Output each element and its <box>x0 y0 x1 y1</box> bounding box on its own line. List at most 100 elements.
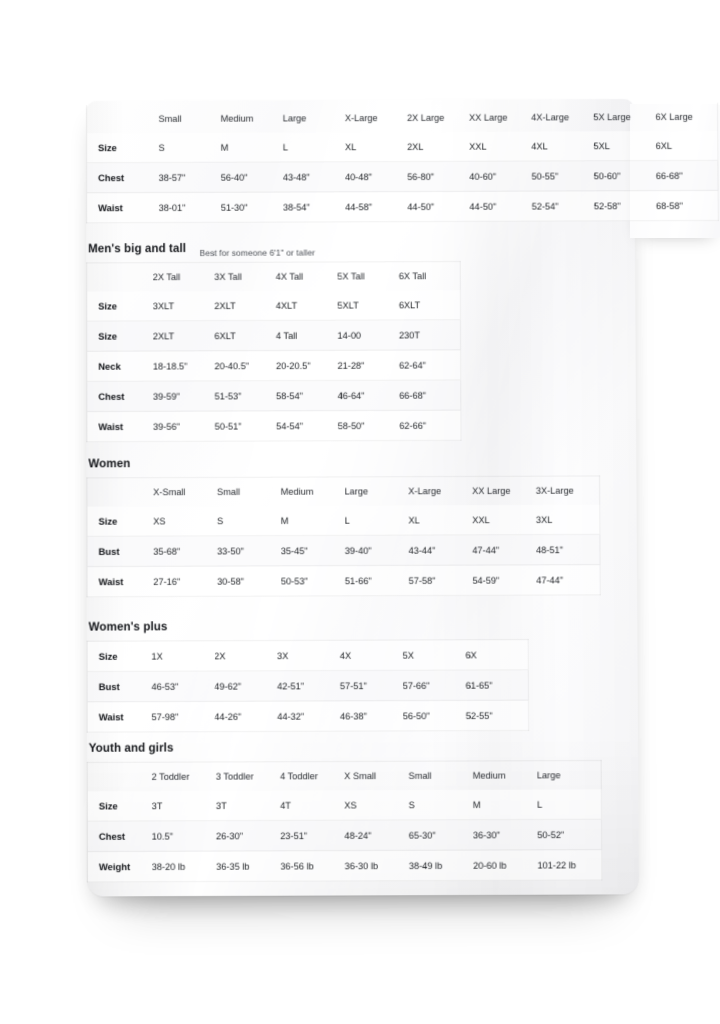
cell: 39-40" <box>344 535 409 566</box>
cell: 57-66" <box>402 670 466 701</box>
section-mens-big-and-tall: Men's big and tall Best for someone 6'1"… <box>86 242 462 443</box>
row-label: Size <box>86 506 154 537</box>
cell: XS <box>153 506 218 537</box>
cell: 38-57" <box>158 162 221 193</box>
cell: 57-51" <box>339 670 403 701</box>
cell: 3XLT <box>152 291 215 321</box>
cell: 42-51" <box>277 670 340 702</box>
column-header: X-Small <box>153 487 186 498</box>
cell: 58-50" <box>337 410 400 441</box>
table-corner <box>87 762 151 791</box>
table-header-row: 2 Toddler 3 Toddler 4 Toddler X Small Sm… <box>87 760 601 791</box>
section-title: Men's big and tall <box>88 243 187 256</box>
cell: L <box>282 132 346 162</box>
cell: 65-30" <box>408 819 474 851</box>
table-header-row: X-Small Small Medium Large X-Large XX La… <box>87 476 600 507</box>
cell: 5XL <box>593 131 656 161</box>
cell: L <box>344 505 409 536</box>
column-header: XX Large <box>469 112 508 123</box>
table-corner <box>87 105 159 133</box>
cell: 40-48" <box>345 161 408 192</box>
cell: 44-50" <box>407 191 470 222</box>
cell: S <box>158 132 221 163</box>
cell: 56-80" <box>407 161 470 192</box>
cell: M <box>280 505 345 536</box>
column-header: Large <box>344 486 369 497</box>
cell: 68-58" <box>655 190 719 221</box>
cell: 10.5" <box>151 820 216 852</box>
cell: 57-58" <box>408 565 473 596</box>
cell: 5XLT <box>337 290 399 321</box>
size-table-womens-plus: Size 1X 2X 3X 4X 5X 6X Bust 46-53" 49-62… <box>86 639 530 733</box>
cell: 54-54" <box>276 410 338 441</box>
cell: 48-24" <box>344 819 409 851</box>
cell: 20-60 lb <box>473 849 538 881</box>
cell: 46-64" <box>337 380 400 411</box>
cell: 21-28" <box>337 350 400 381</box>
size-table-women: X-Small Small Medium Large X-Large XX La… <box>86 475 601 598</box>
cell: M <box>220 132 283 163</box>
size-table-mens-big-and-tall: 2X Tall 3X Tall 4X Tall 5X Tall 6X Tall … <box>86 260 462 443</box>
table-header-row: Small Medium Large X-Large 2X Large XX L… <box>87 103 718 133</box>
cell: 4X <box>339 639 403 671</box>
row-label: Chest <box>86 162 159 193</box>
cell: 49-62" <box>214 670 278 702</box>
cell: 2XLT <box>152 320 215 351</box>
table-row: Size 2XLT 6XLT 4 Tall 14-00 230T <box>86 319 461 352</box>
column-header: X Small <box>344 770 377 782</box>
table-corner <box>87 478 153 507</box>
cell: 52-55" <box>465 700 529 731</box>
cell: 61-65" <box>465 669 529 701</box>
cell: 26-30" <box>215 820 281 852</box>
cell: 62-64" <box>399 349 461 381</box>
column-header: Small <box>158 113 182 124</box>
cell: XL <box>408 505 473 536</box>
cell: 4 Tall <box>275 320 338 351</box>
column-header: 5X Large <box>593 112 631 123</box>
cell: 6XLT <box>214 320 276 351</box>
cell: L <box>536 789 602 820</box>
section-title: Women's plus <box>88 621 168 634</box>
cell: 51-66" <box>344 565 409 596</box>
cell: 50-51" <box>214 410 277 442</box>
cell: 2XL <box>407 131 470 162</box>
row-label: Waist <box>86 411 154 442</box>
cell: 66-68" <box>655 160 719 191</box>
table-header-row: 2X Tall 3X Tall 4X Tall 5X Tall 6X Tall <box>87 261 461 291</box>
table-row: Weight 38-20 lb 36-35 lb 36-56 lb 36-30 … <box>87 849 602 882</box>
row-label: Waist <box>87 701 152 733</box>
cell: 27-16" <box>153 566 218 597</box>
table-row: Bust 35-68" 33-50" 35-45" 39-40" 43-44" … <box>86 534 601 567</box>
cell: 66-68" <box>399 379 461 411</box>
cell: 38-20 lb <box>151 851 217 882</box>
table-row: Chest 10.5" 26-30" 23-51" 48-24" 65-30" … <box>87 819 602 852</box>
column-header: 4X-Large <box>531 112 570 123</box>
row-label: Size <box>87 791 152 822</box>
column-header: Medium <box>220 113 254 124</box>
table-row: Waist 39-56" 50-51" 54-54" 58-50" 62-66" <box>86 410 461 442</box>
column-header: 3 Toddler <box>215 771 254 782</box>
cell: 44-26" <box>214 701 278 732</box>
column-header: X-Large <box>344 113 378 124</box>
cell: 35-68" <box>153 535 218 567</box>
row-label: Weight <box>87 851 152 882</box>
cell: 3T <box>151 790 216 821</box>
table-row: Size 1X 2X 3X 4X 5X 6X <box>87 639 529 672</box>
cell: 40-60" <box>469 161 532 192</box>
section-heading: Women <box>86 456 600 477</box>
row-label: Waist <box>87 566 154 597</box>
cell: 46-38" <box>339 700 403 732</box>
column-header: 4X Tall <box>275 271 304 282</box>
column-header: X-Large <box>408 486 442 497</box>
table-row: Waist 57-98" 44-26" 44-32" 46-38" 56-50"… <box>87 700 529 733</box>
table-row: Neck 18-18.5" 20-40.5" 20-20.5" 21-28" 6… <box>86 349 461 382</box>
cell: XL <box>344 131 408 162</box>
cell: 20-20.5" <box>275 350 338 381</box>
row-label: Size <box>87 640 152 672</box>
cell: 43-48" <box>282 161 346 193</box>
cell: 30-58" <box>217 565 281 597</box>
section-womens-plus: Women's plus Size 1X 2X 3X 4X 5X 6X Bust… <box>86 620 530 733</box>
cell: 50-53" <box>280 565 345 597</box>
cell: 18-18.5" <box>152 350 215 382</box>
cell: 51-53" <box>214 380 277 412</box>
